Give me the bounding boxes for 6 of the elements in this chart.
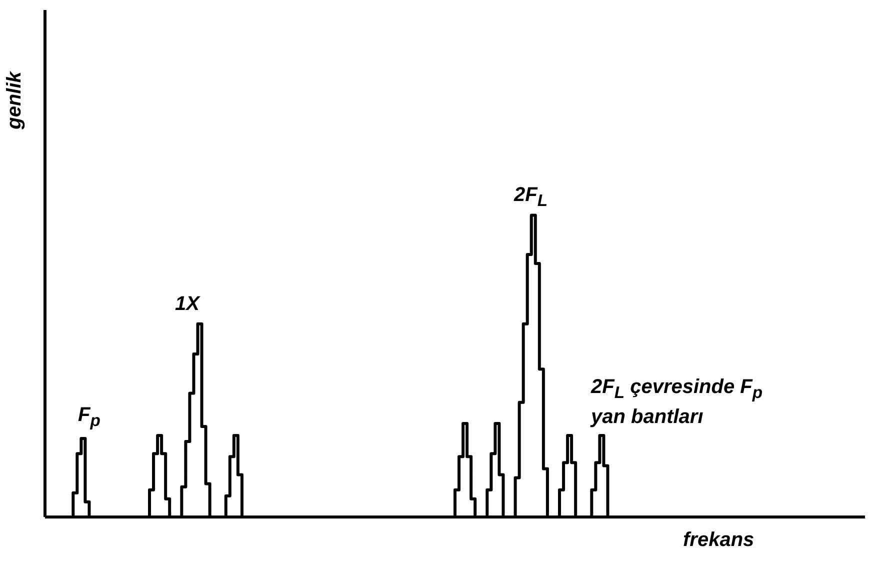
text: 2F$_{L}$ çevresinde F$_{p}$ yan bantları: [591, 376, 763, 428]
y-axis-title: genlik: [2, 72, 26, 130]
annotation: F$_{p}$: [78, 403, 100, 432]
annotation: 1X: [175, 292, 200, 317]
x-axis-title: frekans: [683, 528, 754, 553]
text: 2F$_{L}$: [514, 183, 548, 212]
